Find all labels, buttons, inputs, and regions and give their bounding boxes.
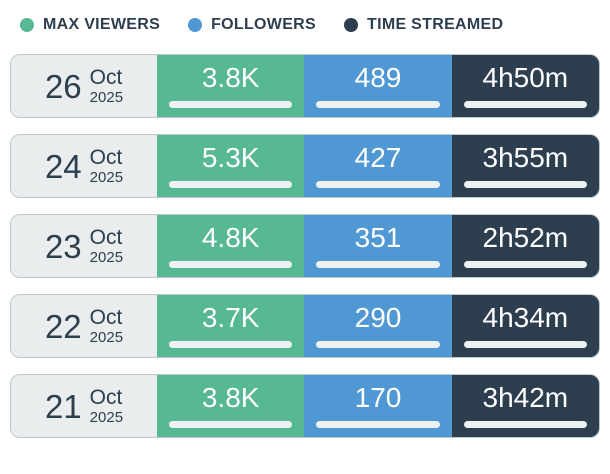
- time-streamed-bar: [463, 101, 587, 108]
- date-month: Oct: [89, 386, 123, 409]
- max-viewers-bar: [169, 341, 293, 348]
- date-day: 21: [44, 387, 82, 425]
- max-viewers-cell: 5.3K: [157, 135, 305, 197]
- date-day: 24: [44, 147, 82, 185]
- followers-bar: [316, 421, 440, 428]
- max-viewers-value: 5.3K: [201, 142, 260, 173]
- time-streamed-cell: 3h42m: [451, 375, 599, 437]
- followers-cell: 170: [304, 375, 452, 437]
- followers-value: 427: [354, 142, 402, 173]
- table-row[interactable]: 23 Oct 2025 4.8K 351 2h52m: [10, 214, 600, 278]
- followers-cell: 290: [304, 295, 452, 357]
- max-viewers-cell: 3.8K: [157, 375, 305, 437]
- date-year: 2025: [89, 169, 124, 186]
- followers-cell: 351: [304, 215, 452, 277]
- time-streamed-value: 3h55m: [482, 142, 569, 173]
- max-viewers-bar: [169, 101, 293, 108]
- date-year: 2025: [89, 89, 124, 106]
- max-viewers-value: 3.8K: [201, 62, 260, 93]
- followers-bar: [316, 101, 440, 108]
- time-streamed-bar: [463, 261, 587, 268]
- followers-value: 351: [354, 222, 402, 253]
- followers-bar: [316, 261, 440, 268]
- time-streamed-dot-icon: [344, 18, 359, 32]
- date-month: Oct: [89, 306, 123, 329]
- time-streamed-value: 2h52m: [482, 222, 569, 253]
- date-month: Oct: [89, 226, 123, 249]
- max-viewers-cell: 4.8K: [157, 215, 305, 277]
- date-day: 23: [44, 227, 82, 265]
- max-viewers-bar: [169, 181, 293, 188]
- followers-cell: 427: [304, 135, 452, 197]
- time-streamed-bar: [463, 181, 587, 188]
- time-streamed-cell: 2h52m: [451, 215, 599, 277]
- time-streamed-cell: 4h50m: [451, 55, 599, 117]
- followers-dot-icon: [188, 18, 203, 32]
- stats-rows: 26 Oct 2025 3.8K 489 4h50m 24 Oct 2025: [10, 54, 600, 438]
- time-streamed-value: 3h42m: [482, 382, 569, 413]
- date-cell: 21 Oct 2025: [11, 375, 157, 437]
- date-month: Oct: [89, 66, 123, 89]
- legend-label-followers: FOLLOWERS: [211, 16, 317, 33]
- followers-value: 170: [354, 382, 402, 413]
- time-streamed-bar: [463, 421, 587, 428]
- table-row[interactable]: 21 Oct 2025 3.8K 170 3h42m: [10, 374, 600, 438]
- max-viewers-value: 3.7K: [201, 302, 260, 333]
- legend-label-max-viewers: MAX VIEWERS: [43, 16, 161, 33]
- date-cell: 22 Oct 2025: [11, 295, 157, 357]
- time-streamed-value: 4h34m: [482, 302, 569, 333]
- legend-item-followers[interactable]: FOLLOWERS: [188, 16, 316, 34]
- legend-label-time-streamed: TIME STREAMED: [367, 16, 504, 33]
- table-row[interactable]: 26 Oct 2025 3.8K 489 4h50m: [10, 54, 600, 118]
- max-viewers-bar: [169, 421, 293, 428]
- max-viewers-dot-icon: [20, 18, 34, 32]
- max-viewers-value: 3.8K: [201, 382, 260, 413]
- date-cell: 23 Oct 2025: [11, 215, 157, 277]
- followers-value: 290: [354, 302, 402, 333]
- max-viewers-value: 4.8K: [201, 222, 260, 253]
- table-row[interactable]: 22 Oct 2025 3.7K 290 4h34m: [10, 294, 600, 358]
- legend-item-max-viewers[interactable]: MAX VIEWERS: [20, 16, 160, 34]
- max-viewers-cell: 3.7K: [157, 295, 305, 357]
- date-year: 2025: [89, 249, 124, 266]
- time-streamed-cell: 4h34m: [451, 295, 599, 357]
- followers-cell: 489: [304, 55, 452, 117]
- legend-item-time-streamed[interactable]: TIME STREAMED: [344, 16, 503, 34]
- table-row[interactable]: 24 Oct 2025 5.3K 427 3h55m: [10, 134, 600, 198]
- date-day: 26: [44, 67, 82, 105]
- date-year: 2025: [89, 329, 124, 346]
- date-month: Oct: [89, 146, 123, 169]
- time-streamed-cell: 3h55m: [451, 135, 599, 197]
- date-day: 22: [44, 307, 82, 345]
- time-streamed-value: 4h50m: [482, 62, 569, 93]
- date-cell: 26 Oct 2025: [11, 55, 157, 117]
- date-year: 2025: [89, 409, 124, 426]
- followers-bar: [316, 181, 440, 188]
- followers-bar: [316, 341, 440, 348]
- max-viewers-bar: [169, 261, 293, 268]
- time-streamed-bar: [463, 341, 587, 348]
- max-viewers-cell: 3.8K: [157, 55, 305, 117]
- legend: MAX VIEWERS FOLLOWERS TIME STREAMED: [20, 16, 610, 34]
- date-cell: 24 Oct 2025: [11, 135, 157, 197]
- followers-value: 489: [354, 62, 402, 93]
